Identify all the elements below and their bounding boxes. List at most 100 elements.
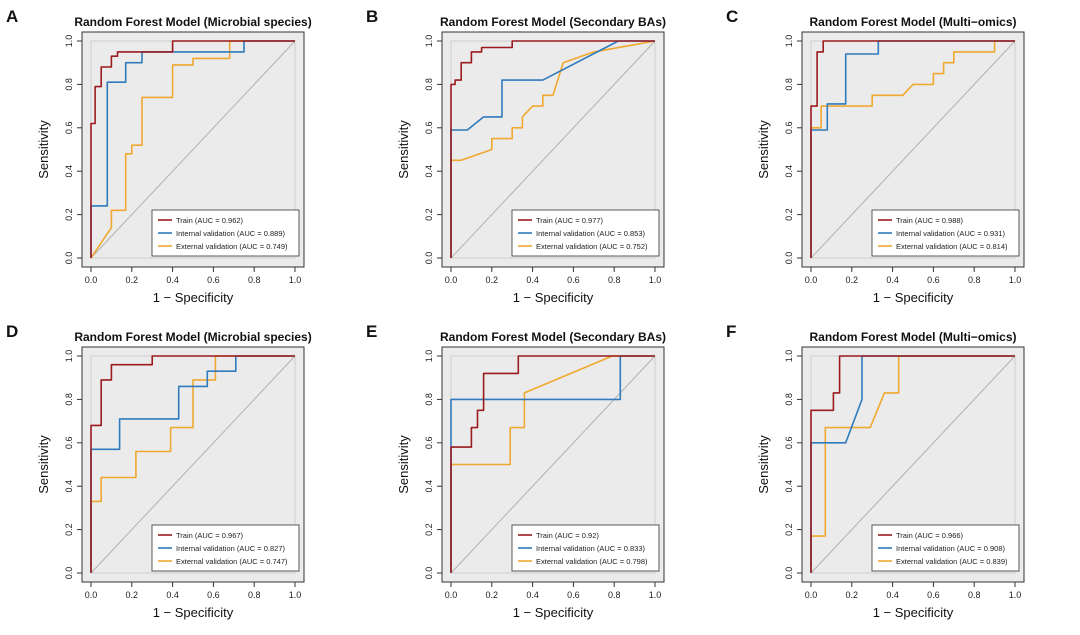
chart-title: Random Forest Model (Secondary BAs) xyxy=(440,330,666,344)
x-tick-label: 0.0 xyxy=(805,590,818,600)
y-tick-label: 0.4 xyxy=(64,165,74,178)
x-tick-label: 0.2 xyxy=(846,590,859,600)
legend-entry: Train (AUC = 0.988) xyxy=(896,216,964,225)
diagonal-reference-line xyxy=(450,40,656,259)
roc-panel-a: A Random Forest Model (Microbial species)… xyxy=(0,0,360,315)
y-tick-label: 0.8 xyxy=(64,393,74,406)
y-tick-label: 1.0 xyxy=(784,350,794,363)
panel-label: D xyxy=(6,322,18,341)
y-tick-label: 0.4 xyxy=(424,165,434,178)
x-axis-label: 1 − Specificity xyxy=(153,605,234,620)
legend-entry: Internal validation (AUC = 0.931) xyxy=(896,229,1006,238)
roc-curve-train xyxy=(450,355,655,573)
roc-chart-svg: C Random Forest Model (Multi−omics) 0.0 0.0… xyxy=(726,7,1025,305)
roc-chart-svg: D Random Forest Model (Microbial species)… xyxy=(6,322,312,620)
legend-entry: Internal validation (AUC = 0.827) xyxy=(176,544,286,553)
legend-entry: Internal validation (AUC = 0.889) xyxy=(176,229,286,238)
panel-label: F xyxy=(726,322,736,341)
panel-label: C xyxy=(726,7,738,26)
y-tick-label: 0.2 xyxy=(64,523,74,536)
y-tick-label: 0.0 xyxy=(64,567,74,580)
y-tick-label: 0.6 xyxy=(784,437,794,450)
legend-entry: Internal validation (AUC = 0.908) xyxy=(896,544,1006,553)
x-tick-label: 1.0 xyxy=(289,275,302,285)
roc-chart-svg: F Random Forest Model (Multi−omics) 0.0 0.0… xyxy=(726,322,1025,620)
roc-panel-f: F Random Forest Model (Multi−omics) 0.0 0.0… xyxy=(720,315,1080,630)
y-axis-label: Sensitivity xyxy=(756,435,771,494)
legend-entry: Train (AUC = 0.966) xyxy=(896,531,964,540)
roc-chart-svg: E Random Forest Model (Secondary BAs) 0.0 0… xyxy=(366,322,666,620)
x-axis-label: 1 − Specificity xyxy=(513,605,594,620)
x-tick-label: 0.8 xyxy=(968,275,981,285)
x-tick-label: 0.2 xyxy=(126,590,139,600)
y-tick-label: 0.4 xyxy=(64,480,74,493)
y-axis-label: Sensitivity xyxy=(36,435,51,494)
y-tick-label: 1.0 xyxy=(64,350,74,363)
x-tick-label: 1.0 xyxy=(1009,590,1022,600)
legend-box xyxy=(871,524,1020,572)
chart-title: Random Forest Model (Microbial species) xyxy=(74,330,311,344)
roc-curve-external xyxy=(450,355,655,573)
legend-entry: Internal validation (AUC = 0.853) xyxy=(536,229,646,238)
y-axis-label: Sensitivity xyxy=(396,120,411,179)
y-tick-label: 0.2 xyxy=(424,523,434,536)
x-tick-label: 0.0 xyxy=(805,275,818,285)
y-tick-label: 0.8 xyxy=(64,78,74,91)
y-tick-label: 0.0 xyxy=(784,567,794,580)
x-tick-label: 0.6 xyxy=(927,275,940,285)
roc-curve-external xyxy=(90,40,295,259)
x-tick-label: 0.6 xyxy=(927,590,940,600)
y-tick-label: 0.4 xyxy=(424,480,434,493)
y-axis-label: Sensitivity xyxy=(36,120,51,179)
y-tick-label: 0.6 xyxy=(64,122,74,135)
legend-entry: External validation (AUC = 0.839) xyxy=(896,557,1008,566)
x-tick-label: 1.0 xyxy=(289,590,302,600)
y-tick-label: 0.6 xyxy=(424,122,434,135)
x-tick-label: 0.6 xyxy=(207,590,220,600)
legend-box xyxy=(151,524,300,572)
y-tick-label: 0.4 xyxy=(784,480,794,493)
x-axis-label: 1 − Specificity xyxy=(153,290,234,305)
x-tick-label: 0.8 xyxy=(248,590,261,600)
legend-box xyxy=(871,209,1020,257)
y-tick-label: 0.8 xyxy=(784,78,794,91)
x-tick-label: 0.6 xyxy=(567,275,580,285)
y-tick-label: 0.0 xyxy=(424,567,434,580)
roc-curve-train xyxy=(90,40,295,258)
y-tick-label: 0.8 xyxy=(424,78,434,91)
legend-entry: Train (AUC = 0.92) xyxy=(536,531,599,540)
x-tick-label: 0.2 xyxy=(126,275,139,285)
x-tick-label: 0.2 xyxy=(486,275,499,285)
panel-label: A xyxy=(6,7,18,26)
x-tick-label: 1.0 xyxy=(649,275,662,285)
y-tick-label: 0.2 xyxy=(784,208,794,221)
roc-curve-train xyxy=(810,40,1015,258)
y-tick-label: 0.0 xyxy=(64,252,74,265)
y-tick-label: 0.2 xyxy=(64,208,74,221)
x-tick-label: 0.0 xyxy=(445,590,458,600)
legend-entry: Internal validation (AUC = 0.833) xyxy=(536,544,646,553)
legend-entry: Train (AUC = 0.967) xyxy=(176,531,244,540)
x-tick-label: 0.0 xyxy=(85,590,98,600)
y-tick-label: 0.2 xyxy=(784,523,794,536)
x-tick-label: 0.6 xyxy=(207,275,220,285)
roc-curve-external xyxy=(810,40,1015,258)
legend-entry: External validation (AUC = 0.798) xyxy=(536,557,648,566)
roc-curve-internal xyxy=(810,40,1015,258)
y-tick-label: 0.6 xyxy=(424,437,434,450)
roc-curve-internal xyxy=(450,40,655,258)
x-tick-label: 0.2 xyxy=(486,590,499,600)
chart-title: Random Forest Model (Microbial species) xyxy=(74,15,311,29)
x-tick-label: 0.2 xyxy=(846,275,859,285)
y-tick-label: 0.8 xyxy=(424,393,434,406)
x-tick-label: 1.0 xyxy=(1009,275,1022,285)
x-tick-label: 0.0 xyxy=(85,275,98,285)
x-tick-label: 0.8 xyxy=(248,275,261,285)
x-tick-label: 0.4 xyxy=(886,590,899,600)
roc-panel-d: D Random Forest Model (Microbial species)… xyxy=(0,315,360,630)
diagonal-reference-line xyxy=(90,355,296,574)
panel-label: B xyxy=(366,7,378,26)
roc-panel-e: E Random Forest Model (Secondary BAs) 0.0 0… xyxy=(360,315,720,630)
x-tick-label: 0.4 xyxy=(886,275,899,285)
roc-curve-internal xyxy=(90,40,295,258)
